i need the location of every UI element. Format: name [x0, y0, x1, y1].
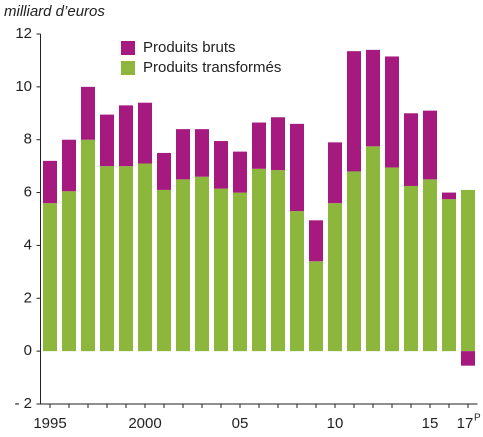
bar-segment: [309, 220, 323, 262]
legend-swatch: [121, 41, 135, 55]
bar-segment: [214, 141, 228, 189]
bar-segment: [195, 176, 209, 352]
y-tick-label: 8: [24, 131, 32, 148]
bar-segment: [366, 146, 380, 352]
legend-swatch: [121, 61, 135, 75]
provisional-mark: P: [474, 413, 481, 424]
bar-segment: [176, 129, 190, 180]
bar-segment: [43, 160, 57, 204]
bar-segment: [138, 102, 152, 164]
bar-segment: [176, 179, 190, 352]
bar-segment: [442, 199, 456, 352]
x-tick-label: 17: [457, 415, 474, 432]
bar-segment: [81, 139, 95, 352]
bar-segment: [195, 129, 209, 177]
bar-segment: [119, 105, 133, 167]
y-tick-label: - 2: [14, 395, 32, 412]
bar-segment: [157, 189, 171, 352]
bar-segment: [271, 117, 285, 171]
bar-segment: [347, 51, 361, 172]
bar-segment: [271, 170, 285, 352]
y-tick-label: 4: [24, 236, 32, 253]
bar-segment: [423, 179, 437, 352]
bar-segment: [100, 166, 114, 352]
bar-segment: [100, 114, 114, 167]
bar-segment: [252, 122, 266, 169]
bar-segment: [62, 191, 76, 352]
bar-segment: [385, 56, 399, 168]
bar-segment: [347, 171, 361, 352]
bar-segment: [43, 203, 57, 352]
x-tick-label: 2000: [128, 415, 161, 432]
bar-segment: [423, 110, 437, 180]
bar-segment: [157, 152, 171, 190]
bar-segment: [461, 351, 475, 366]
bar-segment: [119, 166, 133, 352]
y-tick-label: 10: [15, 78, 32, 95]
bar-segment: [81, 86, 95, 140]
x-tick-label: 05: [232, 415, 249, 432]
bar-segment: [404, 185, 418, 352]
bar-segment: [366, 49, 380, 147]
y-tick-label: 0: [24, 342, 32, 359]
bar-segment: [233, 151, 247, 193]
bar-segment: [328, 142, 342, 204]
bar-segment: [290, 123, 304, 212]
bar-segment: [233, 192, 247, 352]
bar-segment: [328, 203, 342, 352]
x-tick-label: 15: [422, 415, 439, 432]
y-tick-label: 6: [24, 184, 32, 201]
bar-segment: [385, 167, 399, 352]
y-axis-label: milliard d’euros: [4, 3, 105, 20]
x-tick-label: 1995: [33, 415, 66, 432]
bar-segment: [461, 189, 475, 352]
bar-segment: [138, 163, 152, 352]
bar-segment: [252, 168, 266, 352]
legend-label: Produits transformés: [143, 59, 281, 76]
bar-segment: [309, 261, 323, 352]
bar-segment: [290, 211, 304, 352]
y-tick-label: 2: [24, 289, 32, 306]
bar-segment: [214, 188, 228, 352]
legend-label: Produits bruts: [143, 39, 236, 56]
x-tick-label: 10: [327, 415, 344, 432]
bar-segment: [62, 139, 76, 192]
bar-segment: [442, 192, 456, 200]
bar-segment: [404, 113, 418, 186]
y-tick-label: 12: [15, 25, 32, 42]
